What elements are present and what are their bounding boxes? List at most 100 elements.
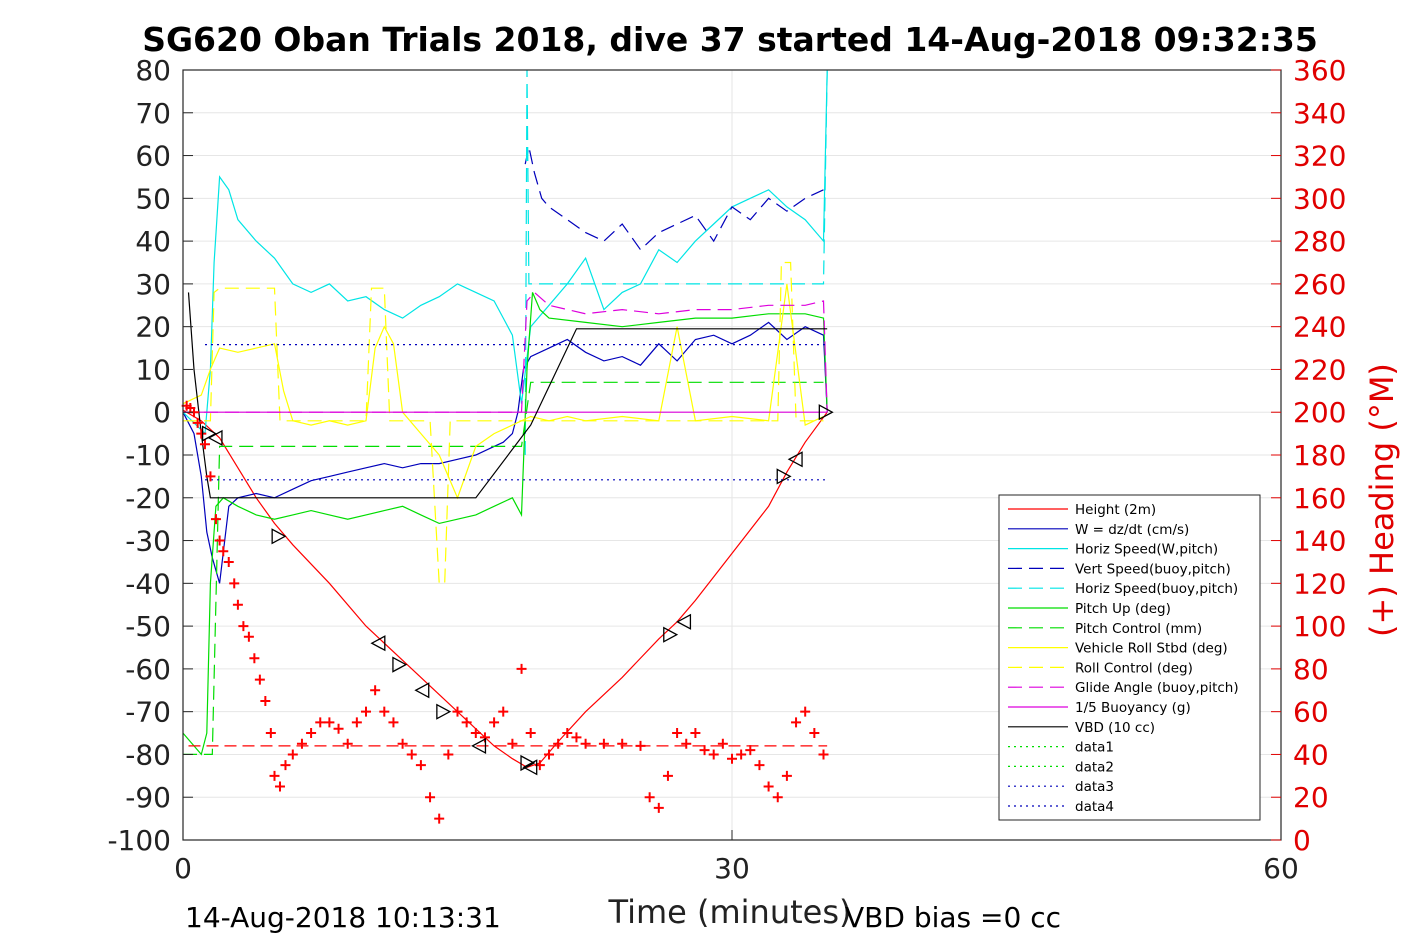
heading-point bbox=[781, 770, 792, 781]
series-line-3 bbox=[182, 69, 828, 435]
height-marker bbox=[392, 656, 408, 673]
height-marker bbox=[414, 682, 430, 699]
heading-point bbox=[617, 738, 628, 749]
heading-point bbox=[192, 417, 203, 428]
heading-point bbox=[653, 802, 664, 813]
heading-point bbox=[199, 439, 210, 450]
x-tick-label: 30 bbox=[714, 852, 750, 885]
series-line-6 bbox=[182, 292, 828, 756]
right-tick-label: 60 bbox=[1293, 696, 1329, 729]
height-marker bbox=[436, 703, 452, 720]
heading-point bbox=[672, 728, 683, 739]
axis-ticks: 80706050403020100-10-20-30-40-50-60-70-8… bbox=[107, 54, 1346, 885]
heading-point bbox=[507, 738, 518, 749]
legend-label-12: VBD (10 cc) bbox=[1075, 720, 1155, 736]
heading-point bbox=[800, 706, 811, 717]
heading-point bbox=[525, 728, 536, 739]
heading-point bbox=[754, 760, 765, 771]
height-marker bbox=[520, 754, 536, 772]
left-tick-label: 20 bbox=[135, 311, 171, 344]
series-layer bbox=[182, 69, 828, 768]
legend-label-16: data4 bbox=[1075, 799, 1114, 815]
heading-point bbox=[708, 749, 719, 760]
height-marker bbox=[676, 613, 692, 630]
heading-point bbox=[324, 717, 335, 728]
legend-label-8: Vehicle Roll Stbd (deg) bbox=[1075, 641, 1228, 657]
heading-point bbox=[254, 674, 265, 685]
series-line-2 bbox=[182, 321, 828, 584]
right-tick-label: 300 bbox=[1293, 182, 1346, 215]
legend-label-10: Glide Angle (buoy,pitch) bbox=[1075, 680, 1239, 696]
left-tick-label: 40 bbox=[135, 225, 171, 258]
right-tick-label: 240 bbox=[1293, 311, 1346, 344]
heading-point bbox=[296, 738, 307, 749]
right-tick-label: 20 bbox=[1293, 781, 1329, 814]
left-tick-label: -80 bbox=[125, 738, 171, 771]
left-tick-label: -30 bbox=[125, 525, 171, 558]
right-tick-label: 220 bbox=[1293, 353, 1346, 386]
heading-point bbox=[315, 717, 326, 728]
heading-point bbox=[544, 749, 554, 760]
heading-point bbox=[415, 760, 426, 771]
left-tick-label: 70 bbox=[135, 97, 171, 130]
height-marker bbox=[776, 468, 792, 485]
right-tick-label: 120 bbox=[1293, 567, 1346, 600]
heading-point bbox=[361, 706, 371, 717]
legend-label-4: Vert Speed(buoy,pitch) bbox=[1075, 561, 1231, 577]
right-tick-label: 200 bbox=[1293, 396, 1346, 429]
left-tick-label: 80 bbox=[135, 54, 171, 87]
chart-title: SG620 Oban Trials 2018, dive 37 started … bbox=[142, 20, 1318, 59]
heading-point bbox=[229, 578, 240, 589]
left-tick-label: 50 bbox=[135, 182, 171, 215]
heading-point bbox=[727, 753, 737, 764]
left-tick-label: -50 bbox=[125, 610, 171, 643]
heading-point bbox=[791, 717, 802, 728]
heading-point bbox=[498, 706, 509, 717]
height-marker bbox=[471, 737, 487, 754]
legend-label-7: Pitch Control (mm) bbox=[1075, 621, 1202, 637]
left-tick-label: -10 bbox=[125, 439, 171, 472]
height-marker bbox=[818, 404, 834, 421]
heading-point bbox=[745, 745, 756, 756]
heading-point bbox=[274, 781, 285, 792]
right-axis-label: (+) Heading (°M) bbox=[1363, 363, 1401, 637]
heading-point bbox=[342, 738, 353, 749]
left-tick-label: 30 bbox=[135, 268, 171, 301]
heading-point bbox=[238, 621, 249, 632]
marks-layer bbox=[181, 400, 834, 824]
series-line-5 bbox=[524, 69, 828, 456]
left-tick-label: -60 bbox=[125, 653, 171, 686]
series-line-12 bbox=[187, 292, 828, 499]
footer-timestamp: 14-Aug-2018 10:13:31 bbox=[185, 901, 501, 934]
heading-point bbox=[260, 695, 271, 706]
heading-point bbox=[205, 471, 216, 482]
heading-point bbox=[736, 749, 747, 760]
legend-label-11: 1/5 Buoyancy (g) bbox=[1075, 700, 1191, 716]
right-tick-label: 40 bbox=[1293, 738, 1329, 771]
heading-point bbox=[818, 749, 829, 760]
heading-point bbox=[690, 728, 701, 739]
series-line-7 bbox=[183, 381, 824, 756]
series-line-1 bbox=[182, 409, 828, 768]
heading-point bbox=[598, 738, 609, 749]
height-marker bbox=[271, 528, 287, 545]
heading-point bbox=[388, 717, 399, 728]
legend-label-13: data1 bbox=[1075, 740, 1114, 756]
left-tick-label: 60 bbox=[135, 140, 171, 173]
heading-point bbox=[249, 653, 260, 664]
right-tick-label: 360 bbox=[1293, 54, 1346, 87]
heading-point bbox=[489, 717, 500, 728]
right-tick-label: 140 bbox=[1293, 525, 1346, 558]
heading-point bbox=[553, 738, 564, 749]
heading-point bbox=[772, 792, 783, 803]
heading-point bbox=[397, 738, 408, 749]
heading-point bbox=[280, 760, 291, 771]
heading-point bbox=[425, 792, 436, 803]
heading-point bbox=[232, 599, 243, 610]
left-tick-label: -20 bbox=[125, 482, 171, 515]
right-tick-label: 100 bbox=[1293, 610, 1346, 643]
heading-point bbox=[699, 745, 710, 756]
heading-point bbox=[461, 717, 472, 728]
heading-point bbox=[580, 738, 591, 749]
